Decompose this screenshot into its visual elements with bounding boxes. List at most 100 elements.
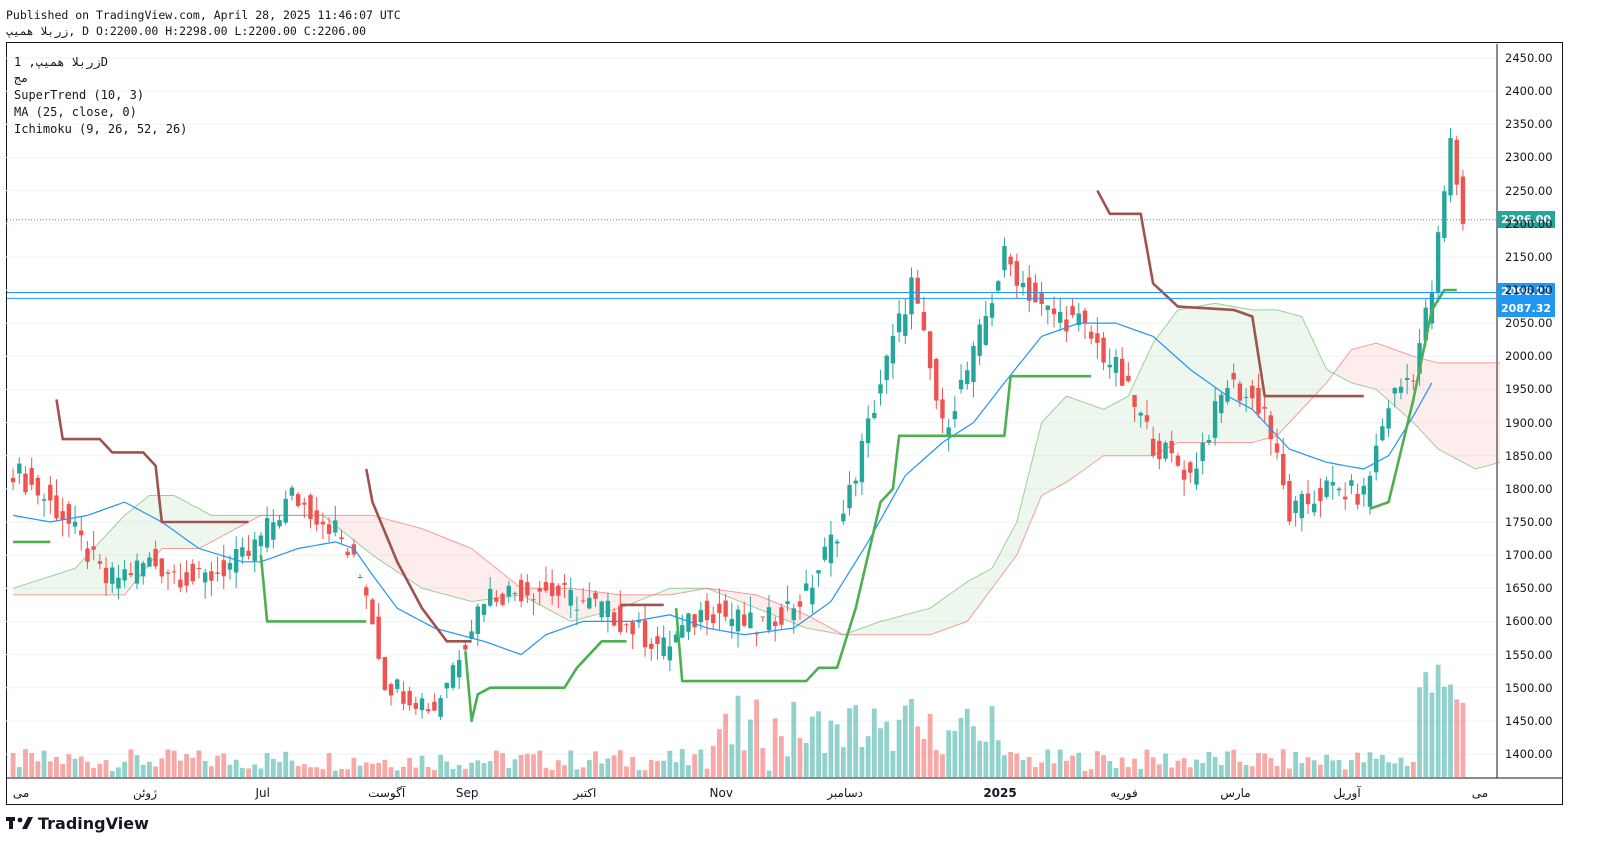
candle-body bbox=[649, 643, 654, 649]
volume-bar bbox=[617, 750, 623, 777]
candle-body bbox=[23, 473, 28, 493]
candle-body bbox=[518, 579, 524, 602]
volume-bar bbox=[277, 762, 282, 777]
legend-supertrend[interactable]: SuperTrend (10, 3) bbox=[14, 88, 145, 102]
volume-bar bbox=[1379, 754, 1385, 777]
candle-body bbox=[110, 567, 115, 584]
x-tick-label: آوریل bbox=[1333, 786, 1361, 800]
volume-bar bbox=[1330, 760, 1336, 777]
candle-body bbox=[134, 560, 140, 584]
candle-body bbox=[915, 277, 920, 304]
candle-body bbox=[1417, 343, 1422, 374]
volume-bar bbox=[239, 767, 245, 777]
candle-body bbox=[1299, 494, 1305, 519]
candle-body bbox=[97, 561, 103, 564]
candle-body bbox=[549, 582, 555, 597]
candle-body bbox=[1256, 387, 1261, 414]
volume-bar bbox=[791, 701, 797, 777]
volume-bar bbox=[902, 705, 908, 777]
volume-bar bbox=[1107, 760, 1113, 777]
volume-bar bbox=[1417, 687, 1422, 777]
volume-bar bbox=[995, 740, 1001, 777]
volume-bar bbox=[456, 764, 462, 777]
candle-body bbox=[760, 616, 765, 618]
candle-body bbox=[10, 477, 16, 483]
candle-body bbox=[1064, 319, 1069, 332]
candle-body bbox=[395, 679, 400, 689]
candle-body bbox=[1281, 453, 1286, 486]
candle-body bbox=[153, 548, 158, 567]
candle-body bbox=[556, 585, 561, 596]
candle-body bbox=[91, 546, 96, 550]
candle-body bbox=[717, 603, 722, 614]
candle-body bbox=[562, 582, 567, 585]
volume-bar bbox=[748, 719, 753, 777]
candle-body bbox=[853, 480, 858, 484]
volume-bar bbox=[927, 713, 933, 777]
candle-body bbox=[116, 577, 121, 589]
candle-body bbox=[1082, 310, 1088, 323]
y-tick-label: 1750.00 bbox=[1505, 515, 1553, 529]
candle-body bbox=[680, 625, 685, 638]
candle-body bbox=[370, 599, 375, 625]
volume-bar bbox=[1280, 749, 1286, 777]
candle-body bbox=[339, 537, 344, 540]
candle-body bbox=[822, 546, 827, 560]
volume-bar bbox=[1435, 664, 1441, 777]
volume-bar bbox=[147, 761, 152, 777]
candle-body bbox=[1324, 480, 1329, 497]
volume-bar bbox=[1398, 757, 1404, 777]
tradingview-logo[interactable]: TradingView bbox=[6, 814, 149, 833]
candle-body bbox=[432, 701, 437, 711]
volume-bar bbox=[1361, 762, 1367, 777]
candle-body bbox=[438, 698, 443, 717]
volume-bar bbox=[940, 754, 945, 777]
candle-body bbox=[630, 622, 635, 635]
candle-body bbox=[704, 600, 710, 621]
candle-body bbox=[878, 384, 883, 394]
y-tick-label: 2400.00 bbox=[1505, 84, 1553, 99]
candle-body bbox=[1150, 438, 1156, 456]
candle-body bbox=[1157, 440, 1162, 460]
supertrend-down-line bbox=[55, 189, 1364, 643]
candle-body bbox=[1206, 439, 1212, 443]
volume-bar bbox=[803, 742, 809, 777]
candle-body bbox=[1454, 139, 1459, 185]
volume-bar bbox=[1175, 760, 1181, 777]
volume-bar bbox=[1212, 756, 1218, 777]
candle-body bbox=[859, 440, 865, 483]
volume-bar bbox=[679, 749, 685, 777]
candle-body bbox=[1126, 375, 1131, 382]
volume-bar bbox=[1287, 768, 1292, 777]
candle-body bbox=[333, 520, 338, 533]
volume-bar bbox=[958, 718, 964, 777]
x-tick-label: آگوست bbox=[368, 786, 406, 800]
volume-bar bbox=[1119, 757, 1125, 777]
candle-body bbox=[1014, 261, 1020, 286]
volume-bar bbox=[704, 768, 710, 777]
volume-bar bbox=[909, 699, 914, 777]
candle-body bbox=[1355, 493, 1360, 505]
volume-bar bbox=[487, 761, 493, 777]
volume-bar bbox=[60, 763, 66, 777]
volume-bar bbox=[915, 726, 921, 777]
candle-body bbox=[1293, 500, 1298, 513]
volume-bar bbox=[388, 767, 394, 777]
volume-bar bbox=[1225, 751, 1230, 777]
volume-bar bbox=[853, 705, 859, 777]
candle-body bbox=[525, 582, 530, 596]
volume-bar bbox=[512, 759, 518, 777]
volume-bar bbox=[413, 767, 419, 777]
candle-body bbox=[1181, 469, 1187, 480]
legend-ichimoku[interactable]: Ichimoku (9, 26, 52, 26) bbox=[14, 122, 188, 136]
candle-body bbox=[246, 550, 251, 556]
chart-frame[interactable] bbox=[6, 42, 1563, 805]
candle-body bbox=[1250, 385, 1255, 399]
volume-bar bbox=[710, 745, 716, 777]
volume-bar bbox=[208, 766, 214, 777]
volume-bar bbox=[896, 719, 902, 777]
volume-bar bbox=[624, 766, 629, 777]
candle-body bbox=[1318, 488, 1323, 501]
legend-ma[interactable]: MA (25, close, 0) bbox=[14, 105, 137, 119]
